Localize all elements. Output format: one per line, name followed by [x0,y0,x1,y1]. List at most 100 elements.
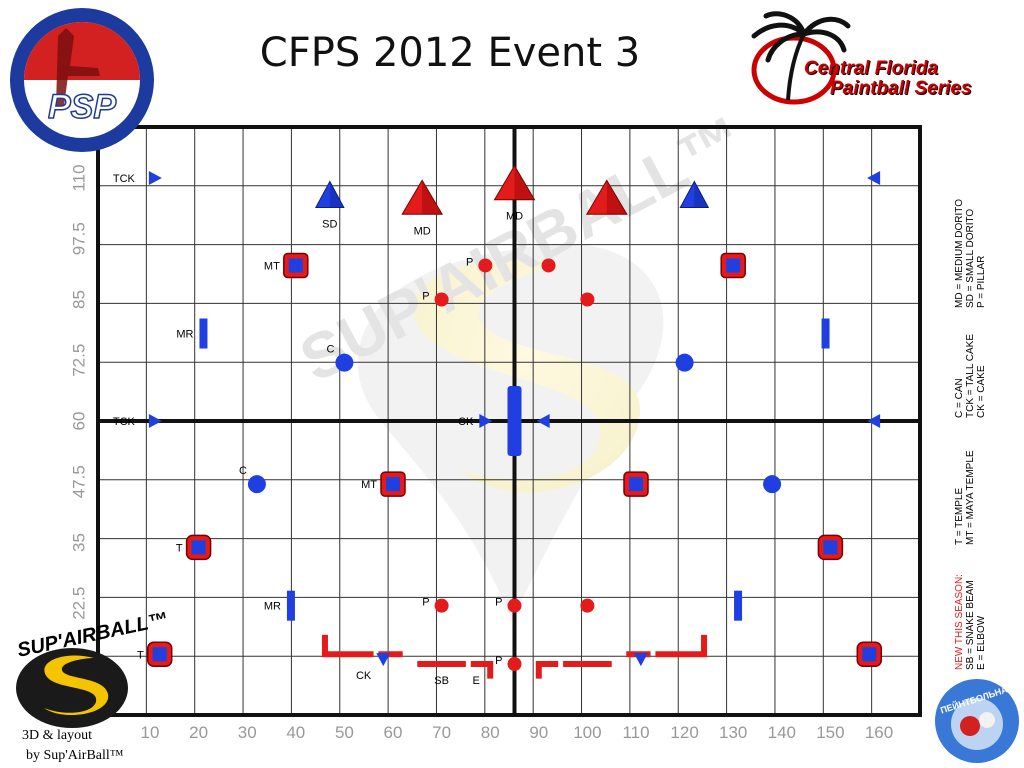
obstacle-ck-down: CK [356,653,391,682]
obstacle-md: MD [401,179,444,237]
obstacle-can: C [239,465,266,494]
obstacle-label: TCK [113,416,136,428]
legend: MD = MEDIUM DORITO SD = SMALL DORITO P = P… [954,199,987,670]
legend-title: NEW THIS SEASON: [954,574,965,670]
obstacle-pillar: P [422,597,449,613]
psp-logo: PSP PAINTBALL SPORTS PROMOTIONS [5,0,156,154]
x-tick-label: 100 [573,723,601,742]
obstacle-tck-right: TCK [113,414,162,428]
obstacle-label: MD [506,211,523,223]
x-axis-ticks: 10 20 30 40 50 60 70 80 90 100 110 120 130 140 150 160 [141,723,894,742]
x-tick-label: 30 [238,723,257,742]
obstacle-can [763,475,782,494]
obstacle-can [675,353,694,372]
legend-entry: C = CAN [954,378,965,418]
obstacle-label: P [495,655,502,667]
obstacle-beam [507,386,522,456]
x-tick-label: 110 [622,723,649,742]
obstacle-temple [817,534,844,561]
obstacle-pillar [580,598,595,613]
legend-entry: SD = SMALL DORITO [965,209,976,308]
y-tick-label: 60 [69,412,88,431]
y-tick-label: 22.5 [69,587,88,620]
obstacle-pillar: P [466,256,493,273]
obstacle-label: CK [458,416,474,428]
obstacle-tck-right: TCK [113,171,162,185]
obstacle-label: CK [356,670,372,682]
russian-paintball-logo: ПЕЙНТБОЛЬНАЯ [932,676,1022,766]
y-tick-label: 97.5 [69,222,88,255]
obstacle-label: C [326,344,334,356]
obstacle-pillar [541,258,556,273]
x-tick-label: 120 [670,723,698,742]
page-title: CFPS 2012 Event 3 [259,30,641,76]
obstacle-tck-left [867,171,881,185]
x-tick-label: 140 [768,723,796,742]
obstacle-temple: T [176,534,212,561]
obstacle-mt: MT [361,471,406,497]
legend-entry: MD = MEDIUM DORITO [954,199,965,308]
obstacle-pillar [580,292,595,307]
field-grid [96,125,922,717]
x-tick-label: 40 [286,723,305,742]
legend-entry: T = TEMPLE [954,488,965,545]
obstacle-pillar: P [495,597,522,613]
snake-beam [470,661,494,679]
obstacle-label: T [176,542,183,554]
obstacle-pillar: P [495,655,522,671]
snake-beam [655,634,708,658]
obstacle-md: MD [493,164,536,223]
obstacle-md [585,179,628,215]
obstacle-label: MD [414,225,431,237]
obstacle-ck-right: CK [458,414,493,428]
y-tick-label: 110 [69,164,88,191]
legend-entry: P = PILLAR [976,256,987,308]
cfps-logo: Central Florida Paintball Series [748,10,998,110]
x-tick-label: 90 [529,723,548,742]
y-tick-label: 72.5 [69,344,88,377]
obstacle-label: P [422,597,429,609]
obstacle-label: MR [176,329,193,341]
obstacle-mr: MR [264,590,295,621]
obstacle-label: P [466,256,473,268]
legend-entry: E = ELBOW [976,615,987,670]
obstacle-label: MT [361,479,377,491]
x-tick-label: 150 [816,723,844,742]
supairball-logo: SUP'AIRBALL™ 3D & layout by Sup'AirBall™ [4,608,170,768]
obstacle-tck-left [867,414,881,428]
obstacle-can: C [326,344,354,372]
x-tick-label: 50 [335,723,354,742]
obstacle-label: MR [264,601,281,613]
x-tick-label: 20 [189,723,208,742]
obstacle-mr: MR [176,318,208,349]
y-tick-label: 35 [69,533,88,552]
obstacle-sd: SD [314,180,345,230]
y-axis-ticks: 110 97.5 85 72.5 60 47.5 35 22.5 [69,164,88,619]
obstacle-ck-left [536,414,550,428]
obstacle-label: P [495,597,502,609]
legend-entry: CK = CAKE [976,365,987,418]
legend-entry: TCK = TALL CAKE [965,334,976,418]
obstacle-mt [623,471,649,497]
y-tick-label: 47.5 [69,465,88,498]
obstacle-label: SD [322,218,337,230]
legend-entry: MT = MAYA TEMPLE [965,450,976,545]
credit-line1: 3D & layout [22,728,92,743]
y-tick-label: 85 [69,290,88,309]
legend-entry: SB = SNAKE BEAM [965,580,976,670]
psp-text: PSP [48,88,116,126]
obstacle-label: P [422,291,429,303]
obstacle-sd [679,180,710,208]
obstacle-pillar: P [422,291,449,307]
obstacle-mr [734,590,743,621]
snake-beams: SB E [321,634,708,687]
obstacle-label: MT [264,260,280,272]
x-tick-label: 10 [141,723,160,742]
obstacle-ck-down [633,653,648,667]
x-tick-label: 130 [719,723,747,742]
x-tick-label: 160 [865,723,893,742]
obstacle-label: TCK [113,173,136,185]
beam-label: SB [434,675,449,687]
obstacle-label: T [137,649,144,661]
